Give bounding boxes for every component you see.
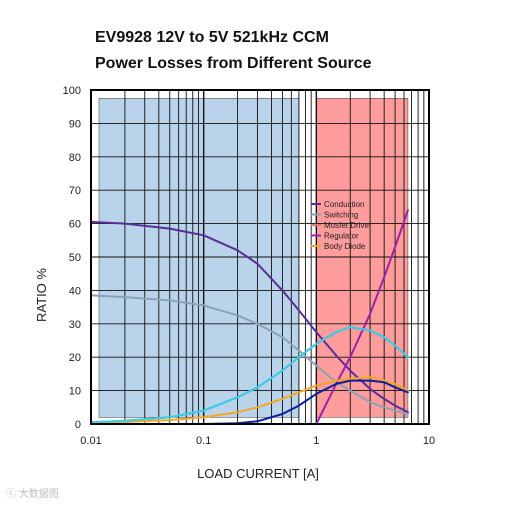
y-tick-label: 20 (69, 352, 81, 364)
y-tick-labels: 0 10 20 30 40 50 60 70 80 90 100 (63, 85, 81, 431)
y-tick-label: 80 (69, 152, 81, 164)
x-tick-label: 0.1 (196, 435, 211, 447)
y-tick-label: 0 (75, 419, 81, 431)
legend-label: Regulator (324, 232, 359, 241)
x-tick-label: 0.01 (80, 435, 101, 447)
x-tick-label: 1 (313, 435, 319, 447)
y-tick-label: 100 (63, 85, 81, 97)
grid-lines (90, 89, 429, 425)
x-tick-labels: 0.01 0.1 1 10 (80, 435, 435, 447)
legend-label: Body Diode (324, 242, 366, 251)
watermark: ⓒ 大数据图 (6, 489, 59, 500)
x-axis-label: LOAD CURRENT [A] (197, 466, 319, 481)
y-tick-label: 10 (69, 386, 81, 398)
y-tick-label: 50 (69, 252, 81, 264)
y-tick-label: 40 (69, 285, 81, 297)
y-tick-label: 70 (69, 185, 81, 197)
chart-title: EV9928 12V to 5V 521kHz CCM (95, 29, 329, 46)
series-line-switching (90, 294, 409, 415)
y-axis-label: RATIO % (34, 268, 49, 322)
chart-subtitle: Power Losses from Different Source (95, 55, 372, 72)
y-tick-label: 60 (69, 219, 81, 231)
shaded-regions (98, 98, 409, 418)
legend-label: Conduction (324, 200, 364, 209)
plot-frame (90, 89, 430, 425)
series-line-unlabeled-6 (90, 326, 409, 424)
legend-label: Mosfet Driver (324, 221, 372, 230)
legend-label: Switching (324, 211, 358, 220)
series-line-conduction (90, 220, 409, 414)
shaded-region-2 (316, 98, 409, 418)
y-tick-label: 30 (69, 319, 81, 331)
plot-border (90, 89, 430, 425)
x-tick-label: 10 (423, 435, 435, 447)
series-line-body-diode (90, 376, 409, 424)
y-tick-label: 90 (69, 118, 81, 130)
